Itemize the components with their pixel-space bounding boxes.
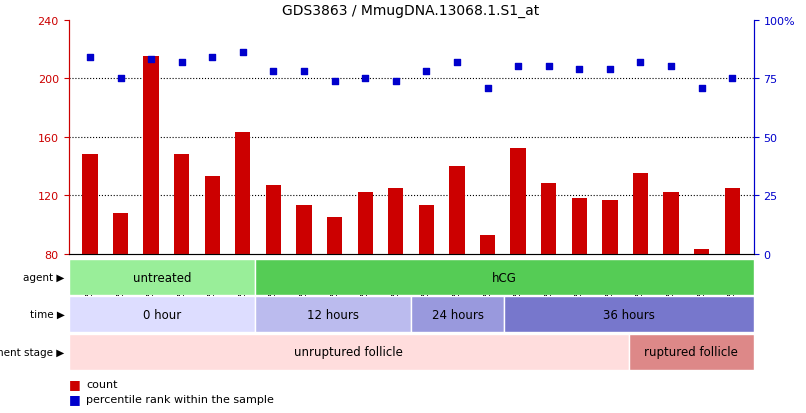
- Point: [206, 55, 218, 61]
- Text: agent ▶: agent ▶: [23, 272, 64, 282]
- Point: [144, 57, 157, 64]
- Point: [297, 69, 310, 75]
- Bar: [205, 177, 220, 254]
- Text: percentile rank within the sample: percentile rank within the sample: [86, 394, 274, 404]
- Text: untreated: untreated: [133, 271, 191, 284]
- Text: ruptured follicle: ruptured follicle: [644, 345, 738, 358]
- Bar: [541, 184, 556, 254]
- Text: 0 hour: 0 hour: [143, 308, 181, 321]
- Bar: [449, 166, 464, 254]
- Point: [328, 78, 341, 85]
- Bar: [69, 334, 629, 370]
- Text: ■: ■: [69, 377, 81, 391]
- Bar: [480, 235, 495, 254]
- Bar: [510, 149, 526, 254]
- Text: 12 hours: 12 hours: [307, 308, 359, 321]
- Bar: [113, 213, 128, 254]
- Text: unruptured follicle: unruptured follicle: [294, 345, 403, 358]
- Point: [389, 78, 402, 85]
- Bar: [69, 297, 256, 332]
- Point: [695, 85, 708, 92]
- Point: [175, 59, 188, 66]
- Point: [267, 69, 280, 75]
- Point: [725, 76, 738, 82]
- Bar: [256, 297, 411, 332]
- Bar: [143, 57, 159, 254]
- Point: [451, 59, 463, 66]
- Point: [236, 50, 249, 57]
- Title: GDS3863 / MmugDNA.13068.1.S1_at: GDS3863 / MmugDNA.13068.1.S1_at: [282, 4, 540, 18]
- Point: [573, 66, 586, 73]
- Point: [604, 66, 617, 73]
- Text: hCG: hCG: [492, 271, 517, 284]
- Bar: [694, 249, 709, 254]
- Bar: [235, 133, 251, 254]
- Bar: [358, 193, 373, 254]
- Bar: [571, 199, 587, 254]
- Bar: [411, 297, 505, 332]
- Bar: [629, 334, 754, 370]
- Bar: [82, 155, 98, 254]
- Bar: [256, 259, 754, 295]
- Bar: [266, 185, 281, 254]
- Bar: [505, 297, 754, 332]
- Point: [359, 76, 372, 82]
- Point: [542, 64, 555, 71]
- Bar: [725, 188, 740, 254]
- Point: [114, 76, 127, 82]
- Point: [420, 69, 433, 75]
- Text: time ▶: time ▶: [30, 309, 64, 320]
- Bar: [388, 188, 404, 254]
- Bar: [633, 174, 648, 254]
- Bar: [327, 218, 343, 254]
- Point: [665, 64, 678, 71]
- Bar: [174, 155, 189, 254]
- Bar: [418, 206, 434, 254]
- Text: development stage ▶: development stage ▶: [0, 347, 64, 357]
- Point: [512, 64, 525, 71]
- Text: 24 hours: 24 hours: [432, 308, 484, 321]
- Point: [84, 55, 97, 61]
- Bar: [297, 206, 312, 254]
- Text: ■: ■: [69, 392, 81, 405]
- Text: count: count: [86, 379, 118, 389]
- Bar: [69, 259, 256, 295]
- Bar: [602, 200, 617, 254]
- Bar: [663, 193, 679, 254]
- Point: [481, 85, 494, 92]
- Text: 36 hours: 36 hours: [603, 308, 655, 321]
- Point: [634, 59, 647, 66]
